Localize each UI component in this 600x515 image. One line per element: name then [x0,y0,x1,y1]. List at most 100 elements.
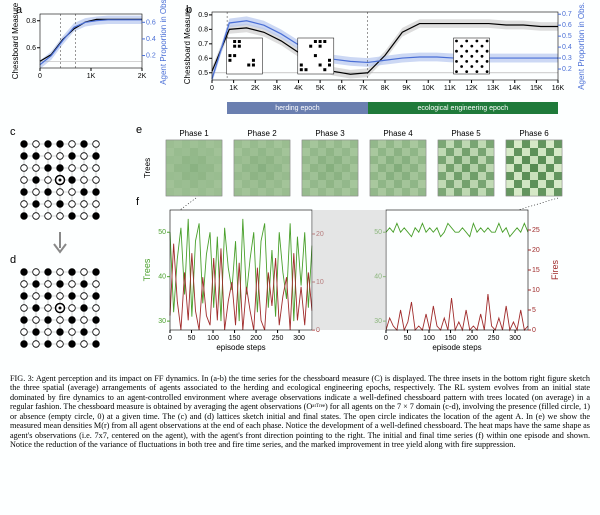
svg-text:2K: 2K [251,85,260,92]
panel-c-svg [12,132,108,228]
svg-text:0.7: 0.7 [198,41,208,48]
panel-f-label: f [136,196,139,208]
svg-text:Chessboard Measure: Chessboard Measure [183,7,192,84]
svg-text:0.2: 0.2 [146,53,156,60]
svg-text:50: 50 [158,229,166,236]
svg-text:25: 25 [532,227,540,234]
svg-text:Phase 3: Phase 3 [315,129,345,138]
svg-text:1K: 1K [229,85,238,92]
svg-text:100: 100 [207,335,219,342]
svg-text:150: 150 [445,335,457,342]
panel-c-label: c [10,126,16,138]
svg-text:50: 50 [404,335,412,342]
svg-text:6K: 6K [337,85,346,92]
svg-text:0.8: 0.8 [26,18,36,25]
figure-area: a 0 1K 2K 0.6 0.8 0.2 0.4 0.6 Chessboard Measure… [0,0,600,370]
svg-text:200: 200 [250,335,262,342]
svg-text:0.6: 0.6 [146,19,156,26]
svg-text:15K: 15K [530,85,543,92]
svg-text:13K: 13K [487,85,500,92]
figure-caption: FIG. 3: Agent perception and its impact … [10,374,590,449]
svg-text:100: 100 [423,335,435,342]
svg-text:episode steps: episode steps [216,343,265,352]
panel-b: b 0 1K 2K 3K 4K 5K 6K 7K 8K 9K 10K 11K 12K 13K 14K 15K 1… [178,6,590,116]
svg-text:16K: 16K [552,85,565,92]
panel-c: c [12,132,108,228]
svg-text:15: 15 [532,267,540,274]
eco-label: ecological engineering epoch [417,105,508,112]
svg-text:200: 200 [466,335,478,342]
svg-text:0: 0 [168,335,172,342]
svg-text:0.3: 0.3 [562,55,572,62]
panel-d-label: d [10,254,16,266]
svg-text:0.4: 0.4 [562,44,572,51]
svg-text:5K: 5K [316,85,325,92]
svg-text:0: 0 [38,73,42,80]
svg-text:0.5: 0.5 [198,70,208,77]
svg-text:Phase 4: Phase 4 [383,129,413,138]
panel-b-label: b [186,4,192,16]
panel-a-label: a [16,4,22,16]
svg-text:11K: 11K [444,85,456,92]
svg-text:1K: 1K [87,73,96,80]
svg-text:0.7: 0.7 [562,11,572,18]
svg-text:30: 30 [158,318,166,325]
caption-text: Agent perception and its impact on FF dy… [10,374,590,449]
svg-text:0.9: 0.9 [198,12,208,19]
svg-text:300: 300 [509,335,521,342]
svg-text:Phase 1: Phase 1 [179,129,209,138]
svg-text:Fires: Fires [550,260,560,280]
svg-text:2K: 2K [138,73,147,80]
svg-text:Agent Proportion in Obs.: Agent Proportion in Obs. [159,0,168,85]
svg-text:8K: 8K [381,85,390,92]
svg-text:0.6: 0.6 [562,22,572,29]
herding-label: herding epoch [275,105,319,112]
svg-text:50: 50 [188,335,196,342]
panel-d-svg [12,260,108,356]
svg-text:episode steps: episode steps [432,343,481,352]
svg-text:0.5: 0.5 [562,33,572,40]
svg-text:12K: 12K [465,85,478,92]
svg-text:10: 10 [532,287,540,294]
panel-f: f 05010015020025030030405001020episode s… [140,200,586,362]
svg-text:0: 0 [532,327,536,334]
svg-text:300: 300 [293,335,305,342]
svg-text:Phase 6: Phase 6 [519,129,549,138]
svg-text:4K: 4K [294,85,303,92]
panel-e: e TreesPhase 1Phase 2Phase 3Phase 4Phase… [140,128,586,198]
panel-f-svg: 05010015020025030030405001020episode ste… [140,200,586,362]
panel-e-label: e [136,124,142,136]
svg-text:0.6: 0.6 [26,45,36,52]
svg-text:10K: 10K [422,85,435,92]
svg-text:250: 250 [488,335,500,342]
svg-text:0.8: 0.8 [198,26,208,33]
svg-text:40: 40 [158,274,166,281]
arrow-cd-icon [50,232,70,256]
svg-text:5: 5 [532,307,536,314]
svg-text:0: 0 [384,335,388,342]
panel-e-svg: Trees Phase 1 Phase 2 Phase 3 Phase 4 Phase 5… [140,128,586,198]
fig-label: FIG. 3: [10,374,34,383]
herding-epoch-band: herding epoch [227,102,368,114]
eco-epoch-band: ecological engineering epoch [368,102,558,114]
svg-text:3K: 3K [273,85,282,92]
svg-text:0.4: 0.4 [146,36,156,43]
svg-text:150: 150 [229,335,241,342]
svg-text:250: 250 [272,335,284,342]
panel-a: a 01K2K0.60.80.20.40.6Chessboard Measure… [8,6,170,84]
svg-text:Agent Proportion in Obs.: Agent Proportion in Obs. [577,2,586,90]
svg-text:0.2: 0.2 [562,66,572,73]
panel-b-svg: 0 1K 2K 3K 4K 5K 6K 7K 8K 9K 10K 11K 12K 13K 14K 15K 16K… [178,6,590,102]
svg-text:0: 0 [210,85,214,92]
svg-text:20: 20 [532,247,540,254]
svg-text:0.6: 0.6 [198,55,208,62]
svg-text:Phase 2: Phase 2 [247,129,277,138]
svg-text:Phase 5: Phase 5 [451,129,481,138]
panel-a-svg: 01K2K0.60.80.20.40.6Chessboard MeasureAg… [8,6,170,84]
svg-text:Trees: Trees [143,158,152,178]
svg-text:9K: 9K [402,85,411,92]
panel-d: d [12,260,108,356]
svg-text:7K: 7K [359,85,368,92]
svg-text:Trees: Trees [142,258,152,281]
svg-text:14K: 14K [509,85,522,92]
